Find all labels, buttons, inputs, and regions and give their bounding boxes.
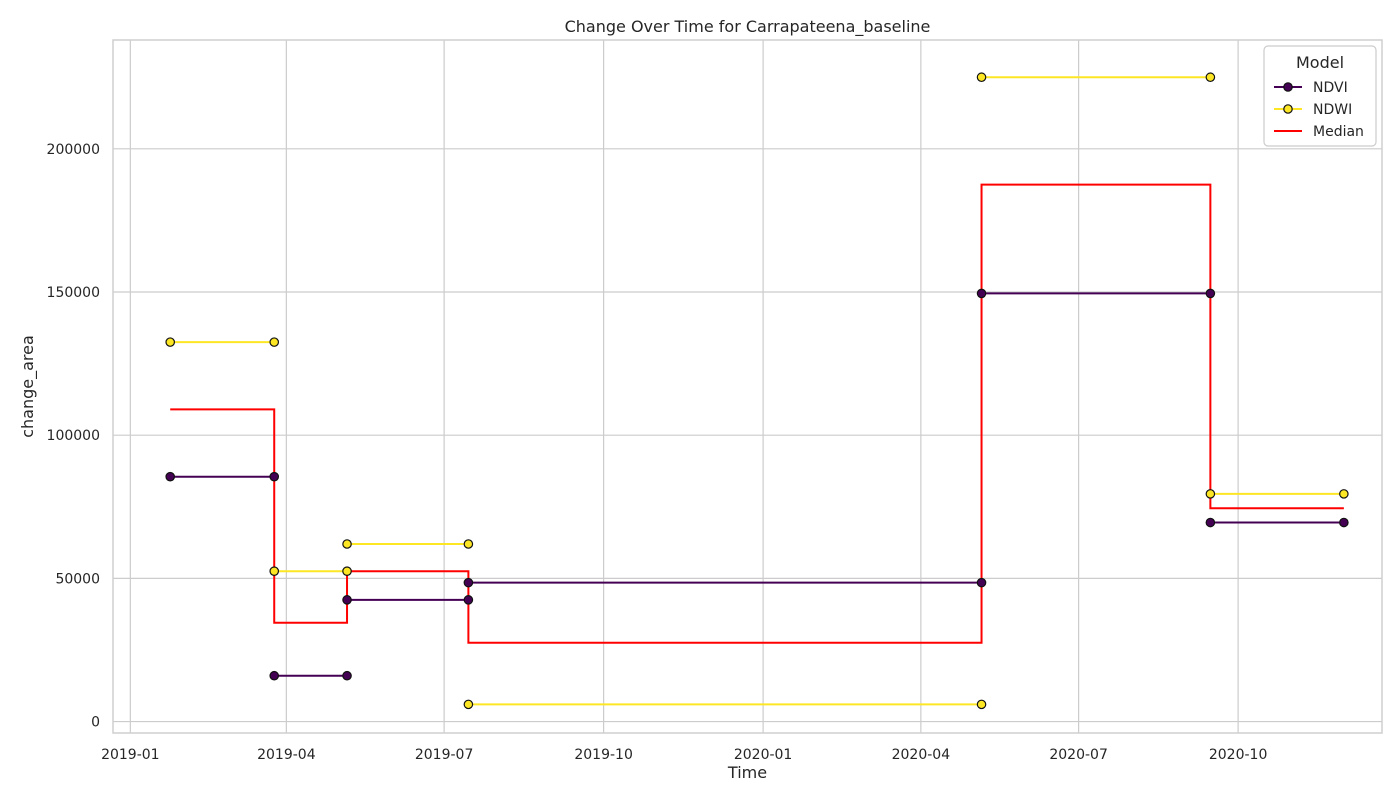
ndwi-series bbox=[165, 72, 1349, 710]
ndvi-point-1-end bbox=[342, 670, 352, 681]
x-axis-label: Time bbox=[727, 763, 767, 782]
ndvi-point-0-start bbox=[165, 471, 176, 482]
y-tick-label-0: 0 bbox=[91, 715, 100, 731]
ndwi-point-3-end bbox=[976, 699, 987, 710]
plot-background bbox=[113, 40, 1382, 733]
ndvi-point-2-start bbox=[342, 595, 352, 605]
ndwi-point-3-start bbox=[463, 699, 474, 710]
ndwi-point-5-end bbox=[1339, 489, 1349, 499]
x-tick-label-2: 2019-07 bbox=[415, 747, 474, 763]
ndwi-point-4-end bbox=[1205, 72, 1216, 83]
y-tick-label-3: 150000 bbox=[47, 285, 100, 301]
ndvi-point-4-end bbox=[1205, 288, 1216, 299]
y-tick-label-1: 50000 bbox=[55, 571, 100, 587]
ndvi-point-1-start bbox=[269, 670, 280, 681]
x-tick-label-7: 2020-10 bbox=[1209, 747, 1268, 763]
legend-title: Model bbox=[1296, 53, 1344, 72]
legend-label-median: Median bbox=[1313, 124, 1364, 140]
x-tick-label-6: 2020-07 bbox=[1049, 747, 1108, 763]
ndwi-point-1-start bbox=[269, 566, 280, 577]
x-tick-label-1: 2019-04 bbox=[257, 747, 316, 763]
x-tick-label-4: 2020-01 bbox=[734, 747, 793, 763]
legend-item-ndvi: NDVI bbox=[1274, 80, 1348, 96]
ndwi-point-1-end bbox=[342, 566, 352, 577]
ndvi-point-5-start bbox=[1205, 517, 1216, 528]
y-tick-label-4: 200000 bbox=[47, 142, 100, 158]
ndwi-point-2-end bbox=[463, 539, 474, 549]
legend: Model NDVI NDWI Median bbox=[1263, 45, 1377, 147]
ndvi-point-2-end bbox=[463, 595, 474, 605]
ndvi-point-0-end bbox=[269, 471, 280, 482]
y-tick-label-2: 100000 bbox=[47, 428, 100, 444]
legend-box bbox=[1263, 45, 1377, 147]
x-tick-label-3: 2019-10 bbox=[574, 747, 633, 763]
tick-layer: 2019-01 2019-04 2019-07 2019-10 2020-01 2020-… bbox=[47, 142, 1268, 763]
x-tick-label-5: 2020-04 bbox=[892, 747, 951, 763]
ndvi-series bbox=[165, 288, 1349, 681]
ndvi-point-4-start bbox=[976, 288, 987, 299]
legend-marker-ndwi bbox=[1283, 104, 1293, 114]
series-layer bbox=[165, 72, 1349, 710]
ndwi-point-4-start bbox=[976, 72, 987, 83]
legend-marker-ndvi bbox=[1283, 82, 1293, 92]
ndwi-point-0-start bbox=[165, 337, 176, 347]
legend-item-ndwi: NDWI bbox=[1274, 102, 1352, 118]
x-tick-label-0: 2019-01 bbox=[101, 747, 160, 763]
legend-item-median: Median bbox=[1274, 124, 1364, 140]
ndwi-point-2-start bbox=[342, 539, 352, 549]
chart-title: Change Over Time for Carrapateena_baseli… bbox=[565, 17, 931, 37]
median-step-line bbox=[170, 183, 1344, 644]
legend-label-ndwi: NDWI bbox=[1313, 102, 1352, 118]
ndvi-point-3-end bbox=[976, 577, 987, 588]
plot-frame bbox=[112, 39, 1383, 734]
legend-label-ndvi: NDVI bbox=[1313, 80, 1348, 96]
ndvi-point-5-end bbox=[1339, 517, 1349, 528]
ndwi-point-0-end bbox=[269, 337, 280, 347]
y-axis-label: change_area bbox=[18, 335, 38, 438]
ndvi-point-3-start bbox=[463, 577, 474, 588]
ndwi-point-5-start bbox=[1205, 489, 1216, 499]
grid-layer bbox=[113, 40, 1382, 733]
